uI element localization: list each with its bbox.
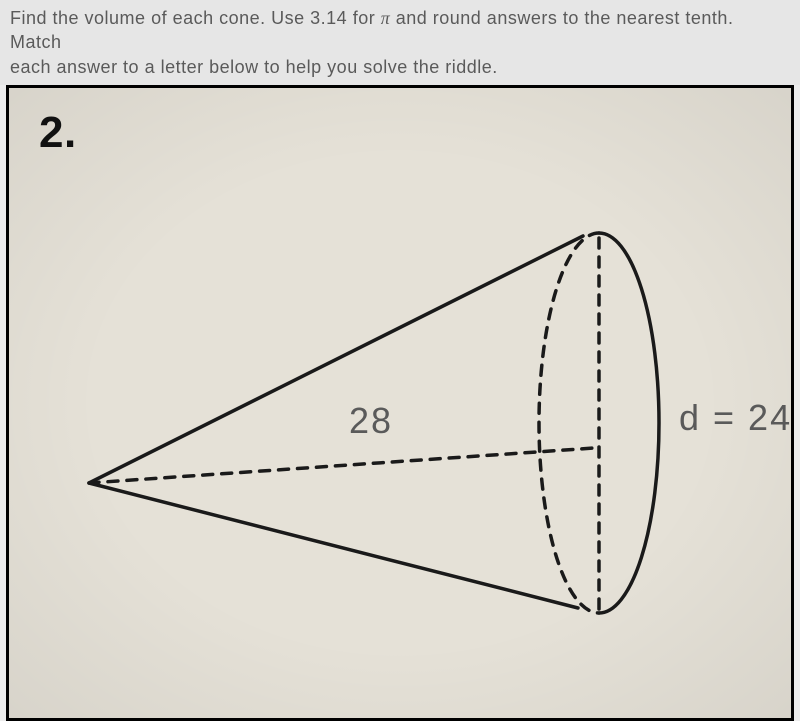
cone-edge-bottom [89, 483, 578, 608]
instr-line1a: Find the volume of each cone. Use 3.14 f… [10, 8, 381, 28]
problem-frame: 2. 28 d = 24 [6, 85, 794, 721]
base-ellipse-right [599, 233, 659, 613]
pi-symbol: π [381, 8, 391, 28]
base-ellipse-left [539, 233, 599, 613]
diameter-label: d = 24 [679, 397, 792, 438]
cone-axis-line [89, 448, 594, 483]
instr-line2: each answer to a letter below to help yo… [10, 57, 498, 77]
cone-diagram: 28 d = 24 [9, 88, 794, 718]
height-label: 28 [349, 400, 393, 441]
cone-edge-top [89, 236, 583, 483]
instructions-text: Find the volume of each cone. Use 3.14 f… [0, 0, 800, 85]
